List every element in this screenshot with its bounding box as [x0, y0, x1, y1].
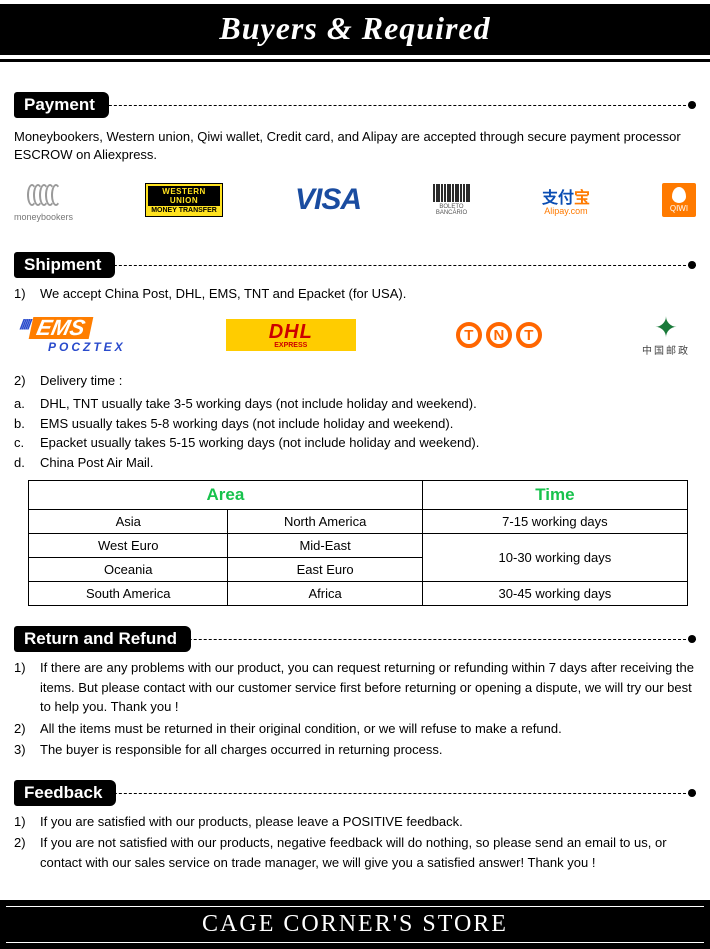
ems-slashes-icon: ///// [20, 317, 29, 339]
boleto-barcode-icon [433, 184, 470, 202]
logo-china-post: ✦ 中国邮政 [642, 314, 690, 357]
content: Payment Moneybookers, Western union, Qiw… [0, 92, 710, 886]
section-header-dot [688, 261, 696, 269]
logo-western-union: WESTERN UNION MONEY TRANSFER [145, 183, 223, 217]
dhl-sublabel: EXPRESS [274, 342, 307, 349]
footer-banner: CAGE CORNER'S STORE [0, 900, 710, 949]
list-item: c.Epacket usually takes 5-15 working day… [14, 433, 696, 453]
payment-logos: moneybookers WESTERN UNION MONEY TRANSFE… [14, 174, 696, 232]
wu-top-label: WESTERN UNION [148, 186, 220, 206]
boleto-label: BOLETOBANCÁRIO [436, 204, 467, 216]
delivery-time-table: Area Time Asia North America 7-15 workin… [28, 480, 688, 606]
page-title: Buyers & Required [0, 10, 710, 47]
section-heading: Feedback [14, 780, 116, 806]
list-item: 2)All the items must be returned in thei… [14, 719, 696, 739]
section-header-payment: Payment [14, 92, 696, 118]
section-heading: Return and Refund [14, 626, 191, 652]
ems-sublabel: POCZTEX [48, 341, 126, 353]
china-post-label: 中国邮政 [642, 342, 690, 357]
section-header-line [14, 105, 696, 106]
logo-ems: ///// EMS POCZTEX [20, 317, 126, 353]
header-banner: Buyers & Required [0, 0, 710, 59]
tnt-letter: T [516, 322, 542, 348]
table-cell: Oceania [29, 558, 228, 582]
logo-tnt: T N T [456, 322, 542, 348]
section-header-line [14, 793, 696, 794]
logo-alipay: 支付宝 Alipay.com [542, 184, 590, 216]
shipment-list: 1)We accept China Post, DHL, EMS, TNT an… [14, 284, 696, 304]
section-header-shipment: Shipment [14, 252, 696, 278]
dhl-label: DHL [269, 321, 313, 344]
ems-label: EMS [29, 317, 93, 339]
table-cell: Asia [29, 510, 228, 534]
payment-body: Moneybookers, Western union, Qiwi wallet… [14, 124, 696, 174]
moneybookers-icon [27, 178, 61, 212]
logo-moneybookers: moneybookers [14, 178, 73, 222]
wu-bot-label: MONEY TRANSFER [148, 206, 220, 214]
list-item: 2)Delivery time : [14, 371, 696, 391]
list-item: 1)We accept China Post, DHL, EMS, TNT an… [14, 284, 696, 304]
logo-boleto: BOLETOBANCÁRIO [433, 184, 470, 216]
list-item: d.China Post Air Mail. [14, 453, 696, 473]
delivery-sublist: a.DHL, TNT usually take 3-5 working days… [14, 394, 696, 472]
list-item: 2)If you are not satisfied with our prod… [14, 833, 696, 872]
section-header-dot [688, 789, 696, 797]
list-item: b.EMS usually takes 5-8 working days (no… [14, 414, 696, 434]
alipay-cn-label: 支付宝 [542, 184, 590, 208]
table-cell: West Euro [29, 534, 228, 558]
table-header-time: Time [422, 481, 687, 510]
qiwi-label: QIWI [670, 204, 688, 213]
table-cell: Mid-East [228, 534, 422, 558]
list-item: 1)If there are any problems with our pro… [14, 658, 696, 717]
list-item: a.DHL, TNT usually take 3-5 working days… [14, 394, 696, 414]
feedback-list: 1)If you are satisfied with our products… [14, 812, 696, 873]
table-cell: 7-15 working days [422, 510, 687, 534]
qiwi-icon: QIWI [662, 183, 696, 217]
store-name: CAGE CORNER'S STORE [6, 911, 704, 938]
top-rule [0, 59, 710, 62]
logo-visa: VISA [295, 183, 361, 217]
moneybookers-caption: moneybookers [14, 212, 73, 222]
return-list: 1)If there are any problems with our pro… [14, 658, 696, 760]
table-header-area: Area [29, 481, 423, 510]
table-cell: East Euro [228, 558, 422, 582]
visa-icon: VISA [295, 183, 361, 217]
tnt-letter: T [456, 322, 482, 348]
table-cell: 10-30 working days [422, 534, 687, 582]
section-header-line [14, 265, 696, 266]
table-cell: South America [29, 582, 228, 606]
shipment-list-2: 2)Delivery time : [14, 371, 696, 391]
section-heading: Shipment [14, 252, 115, 278]
logo-qiwi: QIWI [662, 183, 696, 217]
table-cell: North America [228, 510, 422, 534]
alipay-en-label: Alipay.com [544, 206, 587, 216]
section-header-return: Return and Refund [14, 626, 696, 652]
shipment-logos: ///// EMS POCZTEX DHL EXPRESS T N T ✦ 中国… [14, 308, 696, 367]
list-item: 3)The buyer is responsible for all charg… [14, 740, 696, 760]
tnt-letter: N [486, 322, 512, 348]
china-post-icon: ✦ [654, 314, 677, 342]
section-heading: Payment [14, 92, 109, 118]
table-cell: Africa [228, 582, 422, 606]
western-union-icon: WESTERN UNION MONEY TRANSFER [145, 183, 223, 217]
section-header-feedback: Feedback [14, 780, 696, 806]
list-item: 1)If you are satisfied with our products… [14, 812, 696, 832]
section-header-dot [688, 101, 696, 109]
logo-dhl: DHL EXPRESS [226, 319, 356, 351]
section-header-dot [688, 635, 696, 643]
table-cell: 30-45 working days [422, 582, 687, 606]
